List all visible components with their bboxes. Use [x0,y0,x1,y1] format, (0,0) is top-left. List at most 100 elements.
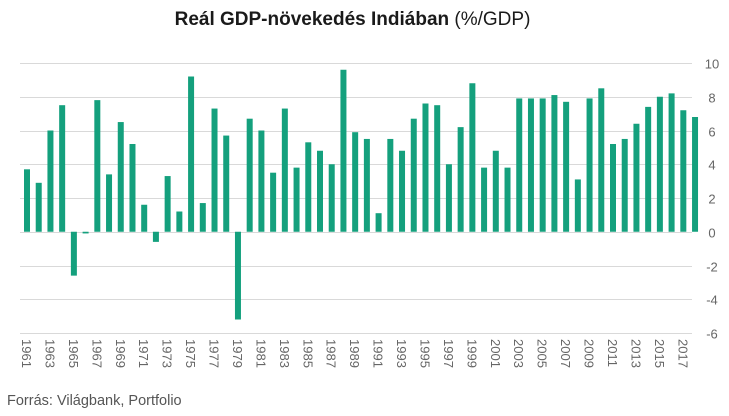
bar-1986 [317,150,323,232]
x-tick-label: 2017 [675,339,690,368]
bar-2018 [692,117,699,232]
y-tick-label: 0 [708,226,715,241]
bar-1987 [328,164,335,232]
x-tick-label: 1971 [136,339,151,368]
y-tick-label: 6 [708,125,715,140]
x-tick-label: 1963 [42,339,57,368]
bar-1995 [422,103,429,232]
bar-1979 [234,231,241,320]
x-tick-label: 1979 [230,339,245,368]
bar-2014 [645,106,652,232]
x-tick-label: 1965 [66,339,81,368]
x-tick-label: 1997 [441,339,456,368]
bar-2000 [481,167,488,232]
x-tick-label: 1975 [183,339,198,368]
bar-2013 [633,123,640,232]
x-tick-label: 1969 [113,339,128,368]
bar-1968 [106,174,113,232]
bar-1985 [305,142,312,232]
x-tick-label: 1961 [19,339,34,368]
bar-1963 [47,130,54,232]
bar-1990 [363,138,370,232]
bar-1980 [246,118,253,232]
source-note: Forrás: Világbank, Portfolio [7,393,182,409]
bar-1970 [129,144,136,232]
bar-2007 [563,101,570,232]
x-tick-label: 2003 [511,339,526,368]
bar-1993 [399,150,406,232]
bar-1961 [24,169,30,232]
bar-1996 [434,105,441,232]
bar-2012 [621,138,628,232]
bar-1978 [223,135,230,232]
x-tick-label: 1991 [371,339,386,368]
bar-1982 [270,172,277,232]
bar-1976 [199,203,206,232]
x-tick-label: 1999 [464,339,479,368]
y-tick-label: -6 [706,327,718,342]
bar-1974 [176,211,183,232]
x-tick-label: 2015 [652,339,667,368]
bar-1997 [445,164,452,232]
bar-2004 [527,98,534,232]
y-tick-label: 4 [708,158,715,173]
bar-1983 [281,108,288,232]
bar-2006 [551,95,558,232]
bar-2005 [539,98,546,232]
bar-1962 [35,182,42,232]
x-tick-label: 2001 [488,339,503,368]
y-tick-label: -4 [706,293,718,308]
bar-1998 [457,127,464,232]
chart-title-main: Reál GDP-növekedés Indiában [174,9,450,30]
x-tick-label: 1985 [300,339,315,368]
bar-2017 [680,110,687,232]
bar-1964 [59,105,66,232]
x-tick-label: 2013 [628,339,643,368]
bar-2011 [610,144,616,232]
bar-1966 [82,231,89,234]
bar-1967 [94,100,101,232]
x-tick-label: 2007 [558,339,573,368]
x-tick-label: 1993 [394,339,409,368]
x-tick-label: 2009 [582,339,597,368]
bar-1999 [469,83,476,232]
bar-1992 [387,138,394,232]
bar-2016 [668,93,675,232]
bar-1973 [164,176,171,232]
x-tick-label: 1983 [277,339,292,368]
bar-1977 [211,108,218,232]
chart-title-unit: (%/GDP) [454,9,531,30]
bar-1984 [293,167,300,232]
x-tick-label: 1967 [89,339,104,368]
x-tick-label: 1989 [347,339,362,368]
x-tick-label: 1987 [324,339,339,368]
bar-1975 [188,76,195,232]
bar-1972 [152,231,159,242]
bar-2015 [656,96,663,232]
bar-2003 [516,98,523,232]
bar-1971 [141,204,148,232]
x-tick-label: 2011 [605,339,620,367]
bar-1994 [410,118,417,232]
x-tick-label: 1973 [160,339,175,368]
x-tick-label: 1995 [418,339,433,368]
bar-2010 [598,88,605,232]
bar-1981 [258,130,265,232]
chart-title: Reál GDP-növekedés Indiában (%/GDP) [0,9,705,31]
x-tick-label: 1977 [207,339,222,368]
bar-1991 [375,213,382,232]
x-tick-label: 1981 [253,339,268,368]
bar-2001 [492,150,499,232]
bar-2002 [504,167,511,232]
y-tick-label: 10 [705,57,719,72]
bar-1965 [70,231,77,276]
bar-1989 [352,132,359,232]
bar-2008 [574,179,581,232]
x-tick-label: 2005 [535,339,550,368]
y-tick-label: -2 [706,260,718,275]
y-tick-label: 8 [708,91,715,106]
bar-2009 [586,98,593,232]
y-tick-label: 2 [708,192,715,207]
bar-1969 [117,122,124,232]
